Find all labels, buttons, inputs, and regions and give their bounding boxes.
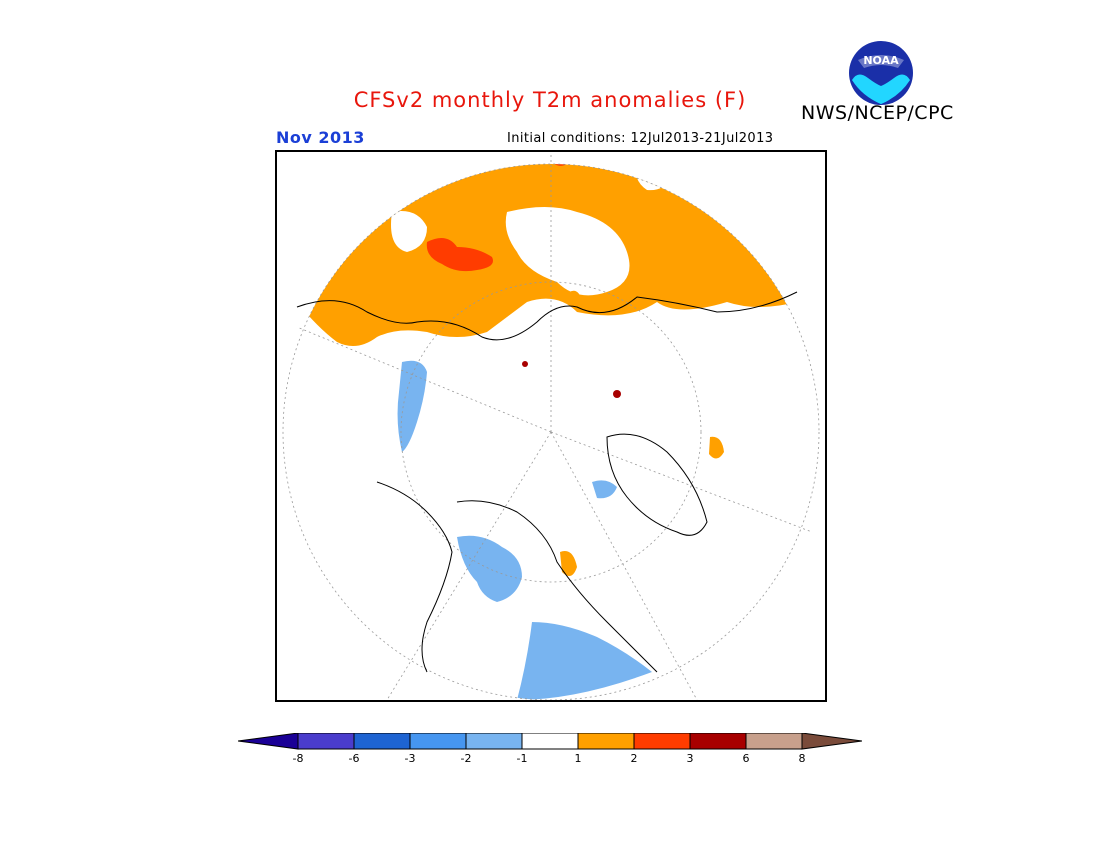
noaa-logo-icon: NOAA <box>848 40 914 106</box>
colorbar-arrow-low <box>238 733 298 749</box>
colorbar-arrow-high <box>802 733 862 749</box>
colorbar-tick: -8 <box>283 752 313 765</box>
colorbar-swatch <box>634 733 690 749</box>
colorbar-tick: 2 <box>619 752 649 765</box>
colorbar-swatch <box>410 733 466 749</box>
colorbar-tick: 8 <box>787 752 817 765</box>
colorbar-swatch <box>298 733 354 749</box>
colorbar-swatch <box>690 733 746 749</box>
initial-conditions: Initial conditions: 12Jul2013-21Jul2013 <box>507 131 773 146</box>
colorbar-swatch <box>466 733 522 749</box>
colorbar <box>238 733 862 773</box>
colorbar-tick: -1 <box>507 752 537 765</box>
colorbar-swatch <box>354 733 410 749</box>
colorbar-swatch <box>746 733 802 749</box>
forecast-month: Nov 2013 <box>276 128 365 147</box>
colorbar-tick: 1 <box>563 752 593 765</box>
colorbar-tick: 6 <box>731 752 761 765</box>
colorbar-tick: -6 <box>339 752 369 765</box>
colorbar-swatch <box>522 733 578 749</box>
colorbar-swatch <box>578 733 634 749</box>
colorbar-tick: -2 <box>451 752 481 765</box>
polar-map <box>275 150 827 702</box>
coastline-greenland <box>607 434 707 535</box>
colorbar-tick: -3 <box>395 752 425 765</box>
colorbar-tick: 3 <box>675 752 705 765</box>
logo-text: NOAA <box>863 54 899 67</box>
cool-anomaly-canada <box>457 536 522 602</box>
